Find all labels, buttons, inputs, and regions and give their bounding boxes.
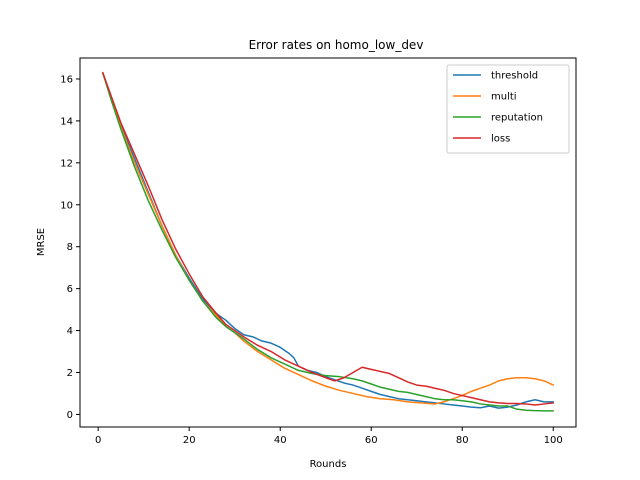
legend-label-reputation: reputation — [491, 113, 543, 124]
y-tick-label: 2 — [67, 368, 73, 379]
x-tick-label: 0 — [95, 435, 101, 446]
x-tick-label: 100 — [544, 435, 563, 446]
plot-frame — [79, 57, 577, 428]
y-tick-label: 4 — [67, 326, 73, 337]
x-tick-label: 60 — [365, 435, 378, 446]
legend-label-threshold: threshold — [491, 71, 538, 82]
x-axis: 0 20 40 60 80 100 — [95, 427, 563, 446]
y-tick-label: 16 — [60, 74, 73, 85]
x-tick-label: 20 — [183, 435, 196, 446]
y-tick-label: 6 — [67, 284, 73, 295]
x-tick-label: 80 — [456, 435, 469, 446]
x-tick-label: 40 — [274, 435, 287, 446]
series-layer — [102, 71, 554, 412]
y-axis-label: MRSE — [36, 228, 47, 256]
series-line-loss — [102, 71, 554, 406]
series-line-reputation — [102, 71, 554, 412]
legend: threshold multi reputation loss — [446, 64, 570, 154]
x-axis-label: Rounds — [310, 459, 347, 470]
legend-box — [446, 64, 570, 154]
chart-title: Error rates on homo_low_dev — [249, 38, 424, 52]
y-tick-label: 8 — [67, 242, 73, 253]
y-tick-label: 10 — [60, 200, 73, 211]
y-axis: 0 2 4 6 8 10 12 14 16 — [60, 74, 80, 421]
series-line-threshold — [102, 71, 554, 409]
y-tick-label: 0 — [67, 410, 73, 421]
y-tick-label: 14 — [60, 116, 73, 127]
legend-label-multi: multi — [491, 92, 517, 103]
y-tick-label: 12 — [60, 158, 73, 169]
legend-label-loss: loss — [491, 134, 510, 145]
